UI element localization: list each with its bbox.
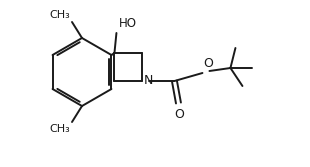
Text: CH₃: CH₃ [49,10,70,20]
Text: N: N [144,73,153,87]
Text: HO: HO [118,17,136,30]
Text: CH₃: CH₃ [49,124,70,134]
Text: O: O [175,108,184,121]
Text: O: O [203,57,213,70]
